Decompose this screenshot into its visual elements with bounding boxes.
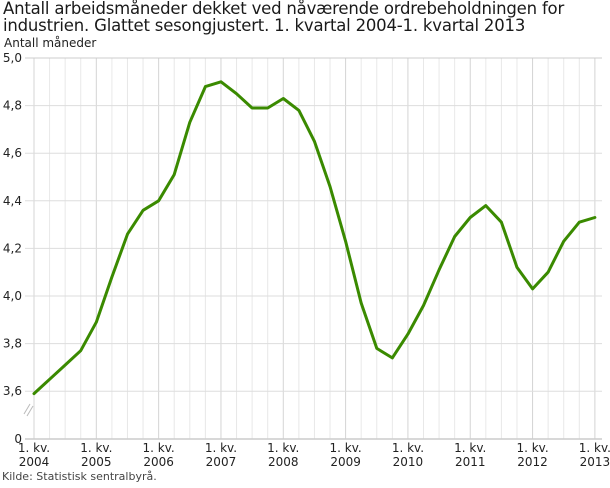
- y-tick-label: 3,8: [3, 337, 22, 351]
- y-tick-label: 5,0: [3, 51, 22, 65]
- x-tick-label: 2004: [19, 455, 50, 469]
- x-tick-label: 1. kv.: [454, 441, 486, 455]
- y-tick-label: 4,6: [3, 146, 22, 160]
- grid-lines: [25, 57, 602, 440]
- y-axis-ticks: 5,0 4,8 4,6 4,4 4,2 4,0 3,8 3,6 0: [3, 51, 22, 446]
- x-tick-label: 1. kv.: [143, 441, 175, 455]
- x-tick-label: 2009: [330, 455, 361, 469]
- y-tick-label: 4,2: [3, 241, 22, 255]
- x-tick-label: 2007: [206, 455, 237, 469]
- y-tick-label: 4,8: [3, 99, 22, 113]
- source-note: Kilde: Statistisk sentralbyrå.: [2, 470, 157, 483]
- x-tick-label: 2008: [268, 455, 299, 469]
- x-tick-label: 2010: [393, 455, 424, 469]
- y-tick-label: 4,4: [3, 194, 22, 208]
- x-tick-label: 1. kv.: [267, 441, 299, 455]
- data-line: [32, 80, 597, 396]
- x-tick-label: 2013: [580, 455, 610, 469]
- x-tick-label: 2006: [143, 455, 174, 469]
- y-tick-label: 0: [14, 432, 22, 446]
- axis-break-icon: [23, 403, 34, 417]
- x-tick-label: 1. kv.: [516, 441, 548, 455]
- x-tick-label: 1. kv.: [329, 441, 361, 455]
- y-tick-label: 4,0: [3, 289, 22, 303]
- x-tick-label: 1. kv.: [392, 441, 424, 455]
- x-tick-label: 1. kv.: [80, 441, 112, 455]
- x-tick-label: 2005: [81, 455, 112, 469]
- x-tick-label: 1. kv.: [205, 441, 237, 455]
- y-tick-label: 3,6: [3, 384, 22, 398]
- x-tick-label: 2012: [517, 455, 548, 469]
- x-tick-label: 2011: [455, 455, 486, 469]
- x-tick-label: 1. kv.: [18, 441, 50, 455]
- y-axis-unit-label: Antall måneder: [4, 36, 97, 50]
- chart-title: Antall arbeidsmåneder dekket ved nåværen…: [3, 0, 565, 35]
- x-tick-label: 1. kv.: [579, 441, 610, 455]
